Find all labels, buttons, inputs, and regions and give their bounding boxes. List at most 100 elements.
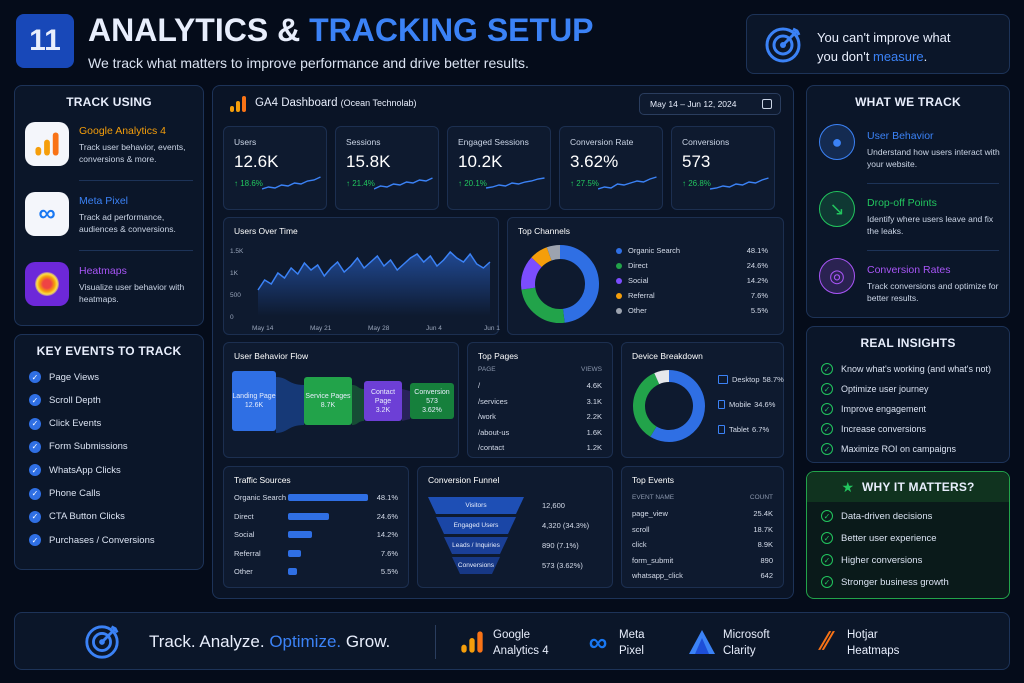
channel-label: Other [628, 306, 647, 315]
key-event-label: CTA Button Clicks [49, 511, 125, 523]
trend-down-icon: ↘ [819, 191, 855, 227]
flow-step: Service Pages 8.7K [304, 377, 352, 425]
why-label: Stronger business growth [841, 576, 949, 588]
x-tick-label: Jun 4 [426, 325, 442, 332]
x-tick-label: May 28 [368, 325, 390, 332]
track-metric-name: Drop-off Points [867, 197, 937, 209]
kpi-sparkline [374, 177, 433, 190]
flow-link-3 [402, 389, 410, 421]
date-range-picker[interactable]: May 14 – Jun 12, 2024 [639, 93, 781, 115]
traffic-bar [288, 531, 312, 538]
kpi-value: 15.8K [346, 152, 391, 171]
footer-tool-sub: Analytics 4 [493, 645, 549, 657]
top-pages-row: /work 2.2K [478, 412, 602, 421]
target-icon [85, 625, 119, 659]
footer-tool-name: Hotjar [847, 629, 878, 641]
flow-step-value: 3.2K [375, 406, 391, 414]
channel-pct: 24.6% [746, 261, 768, 270]
funnel-step: Leads / Inquiries [444, 537, 508, 554]
kpi-card: Conversion Rate 3.62% ↑ 27.5% [559, 126, 663, 210]
desktop-icon [718, 375, 728, 384]
channel-legend-item: Referral 7.6% [616, 291, 768, 300]
what-we-track-panel: WHAT WE TRACK ● User Behavior Understand h… [806, 85, 1010, 318]
traffic-bar [288, 568, 298, 575]
calendar-icon [762, 99, 772, 109]
traffic-sources-card: Traffic Sources Organic Search 48.1% Direc… [223, 466, 409, 588]
top-events-row: scroll 18.7K [632, 525, 773, 534]
event-name: scroll [632, 524, 650, 534]
key-events-title: KEY EVENTS TO TRACK [36, 344, 182, 358]
donut-slice [633, 373, 660, 437]
why-it-matters-panel: ★ WHY IT MATTERS? ✓ Data-driven decisions… [806, 471, 1010, 599]
traffic-pct: 14.2% [376, 530, 398, 539]
key-event-label: Purchases / Conversions [49, 534, 155, 546]
check-icon: ✓ [821, 554, 833, 566]
footer-tool-sub: Clarity [723, 645, 756, 657]
kpi-label: Conversions [682, 137, 730, 147]
device-breakdown-title: Device Breakdown [632, 351, 703, 361]
key-event-label: WhatsApp Clicks [49, 464, 121, 476]
flow-step-rate: 3.62% [422, 406, 442, 414]
why-item: ✓ Better user experience [821, 532, 937, 544]
event-name: click [632, 540, 647, 549]
kpi-card: Engaged Sessions 10.2K ↑ 20.1% [447, 126, 551, 210]
top-pages-row: /contact 1.2K [478, 443, 602, 452]
traffic-label: Referral [234, 548, 261, 558]
flow-step-label: Contact Page [370, 388, 396, 405]
channel-label: Organic Search [628, 246, 681, 255]
divider [79, 180, 193, 181]
legend-dot [616, 277, 622, 284]
traffic-label: Organic Search [234, 493, 287, 502]
kpi-change: ↑ 20.1% [458, 179, 487, 188]
kpi-sparkline [486, 177, 545, 189]
top-events-col-name: EVENT NAME [632, 494, 675, 501]
legend-dot [616, 292, 622, 299]
funnel-value: 890 (7.1%) [542, 541, 579, 550]
flow-step: Conversion 573 3.62% [410, 383, 454, 419]
channel-legend-item: Other 5.5% [616, 306, 768, 315]
ga4-logo-icon [230, 96, 246, 112]
quote-box: You can't improve what you don't measure… [746, 14, 1010, 74]
track-metric-desc: Identify where users leave and fix the l… [867, 214, 994, 236]
kpi-sparkline [598, 176, 657, 190]
flow-step-label: Conversion [414, 388, 450, 396]
device-legend-item: Mobile 34.6% [718, 400, 775, 409]
footer-tool-label: Microsoft Clarity [723, 627, 770, 659]
top-pages-row: /about-us 1.6K [478, 428, 602, 437]
key-event-item: ✓ Purchases / Conversions [29, 534, 155, 547]
key-event-item: ✓ Scroll Depth [29, 394, 101, 407]
traffic-bar [288, 494, 368, 501]
check-icon: ✓ [29, 464, 41, 477]
track-tool-name: Heatmaps [79, 265, 127, 277]
traffic-pct: 7.6% [380, 548, 398, 558]
page-views: 3.1K [586, 396, 602, 406]
ga4-icon [25, 122, 69, 166]
traffic-pct: 48.1% [376, 493, 398, 502]
device-donut [633, 370, 705, 442]
kpi-label: Conversion Rate [570, 137, 634, 147]
top-pages-row: /services 3.1K [478, 397, 602, 406]
track-using-title: TRACK USING [66, 95, 152, 109]
funnel-step: Visitors [428, 497, 524, 514]
channel-legend-item: Direct 24.6% [616, 261, 768, 270]
y-tick-label: 1K [230, 270, 239, 277]
footer-tagline: Track. Analyze. Optimize. Grow. [149, 632, 391, 651]
hotjar-icon: ⫽ [817, 628, 836, 655]
kpi-value: 12.6K [234, 152, 279, 171]
check-icon: ✓ [821, 383, 833, 395]
why-item: ✓ Stronger business growth [821, 576, 949, 588]
page-views: 4.6K [586, 381, 602, 390]
user-icon: ● [819, 124, 855, 160]
users-area [258, 252, 490, 316]
heatmaps-icon [25, 262, 69, 306]
x-tick-label: Jun 11 [484, 325, 500, 332]
top-pages-col-page: PAGE [478, 366, 496, 373]
check-icon: ✓ [29, 417, 41, 430]
footer-tool-name: Google [493, 629, 531, 641]
event-name: form_submit [632, 555, 674, 565]
insight-item: ✓ Maximize ROI on campaigns [821, 443, 956, 455]
microsoft-clarity-icon [687, 627, 717, 657]
channel-legend-item: Social 14.2% [616, 276, 768, 285]
top-pages-title: Top Pages [478, 351, 519, 361]
kpi-card: Users 12.6K ↑ 18.6% [223, 126, 327, 210]
